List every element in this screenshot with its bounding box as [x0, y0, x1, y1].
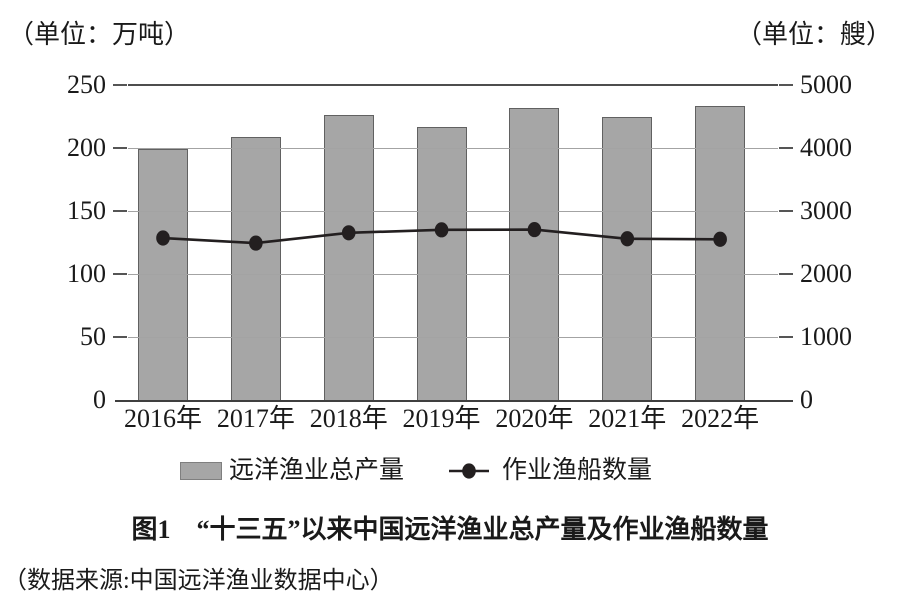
left-axis-tick-label: 0 — [93, 385, 106, 414]
right-axis-tick-label: 4000 — [800, 133, 852, 162]
left-axis-unit-label: （单位：万吨） — [8, 20, 191, 49]
left-axis-tick — [113, 336, 127, 338]
gridline — [128, 337, 778, 338]
x-axis-line — [115, 400, 793, 402]
right-axis-tick-label: 2000 — [800, 259, 852, 288]
x-axis-label: 2016年 — [123, 404, 202, 433]
gridline — [128, 148, 778, 149]
x-axis-label: 2022年 — [681, 404, 760, 433]
left-axis-tick-label: 250 — [67, 70, 106, 99]
vessel-data-point — [434, 222, 449, 238]
bar-2018年 — [323, 115, 374, 400]
x-axis-label: 2021年 — [588, 404, 667, 433]
x-axis-label: 2018年 — [309, 404, 388, 433]
vessel-data-point — [620, 231, 635, 247]
right-axis-tick-label: 1000 — [800, 322, 852, 351]
left-axis-tick — [113, 84, 127, 86]
vessel-data-point — [156, 230, 170, 246]
left-axis-tick — [113, 210, 127, 212]
right-axis-tick — [779, 273, 793, 275]
vessel-data-point — [341, 225, 356, 241]
right-axis-tick-label: 5000 — [800, 70, 852, 99]
right-axis-tick — [779, 210, 793, 212]
right-axis-unit-label: （单位：艘） — [735, 20, 892, 49]
right-axis-tick-label: 0 — [800, 385, 813, 414]
right-axis-tick — [779, 84, 793, 86]
legend-line-label: 作业渔船数量 — [502, 457, 653, 484]
right-axis-tick-label: 3000 — [800, 196, 852, 225]
vessel-data-point — [713, 231, 727, 247]
gridline — [128, 274, 778, 275]
vessel-count-line — [156, 221, 727, 251]
left-axis-tick-label: 150 — [67, 196, 106, 225]
left-axis-tick-label: 200 — [67, 133, 106, 162]
legend-bar-label: 远洋渔业总产量 — [229, 457, 405, 484]
bar-2022年 — [695, 106, 746, 400]
left-axis-tick-label: 100 — [67, 259, 106, 288]
vessel-data-point — [249, 235, 263, 251]
gridline — [128, 84, 778, 86]
data-source: （数据来源:中国远洋渔业数据中心） — [3, 568, 394, 594]
left-axis-tick — [113, 273, 127, 275]
x-axis-label: 2020年 — [495, 404, 574, 433]
legend-bar-swatch — [180, 462, 222, 480]
bar-2020年 — [509, 107, 560, 400]
bar-2021年 — [602, 116, 653, 400]
x-axis-label: 2019年 — [402, 404, 481, 433]
legend-line-symbol — [449, 463, 490, 479]
bar-2019年 — [416, 126, 467, 400]
vessel-data-point — [527, 221, 542, 238]
right-axis-tick — [779, 336, 793, 338]
plot-area — [128, 85, 778, 400]
right-axis-tick — [779, 147, 793, 149]
figure-title: 图1 “十三五”以来中国远洋渔业总产量及作业渔船数量 — [131, 515, 769, 544]
x-axis-label: 2017年 — [216, 404, 295, 433]
legend: 远洋渔业总产量 作业渔船数量 — [180, 457, 652, 485]
left-axis-tick-label: 50 — [80, 322, 106, 351]
gridline — [128, 211, 778, 212]
left-axis-tick — [113, 147, 127, 149]
bar-2017年 — [230, 136, 281, 400]
